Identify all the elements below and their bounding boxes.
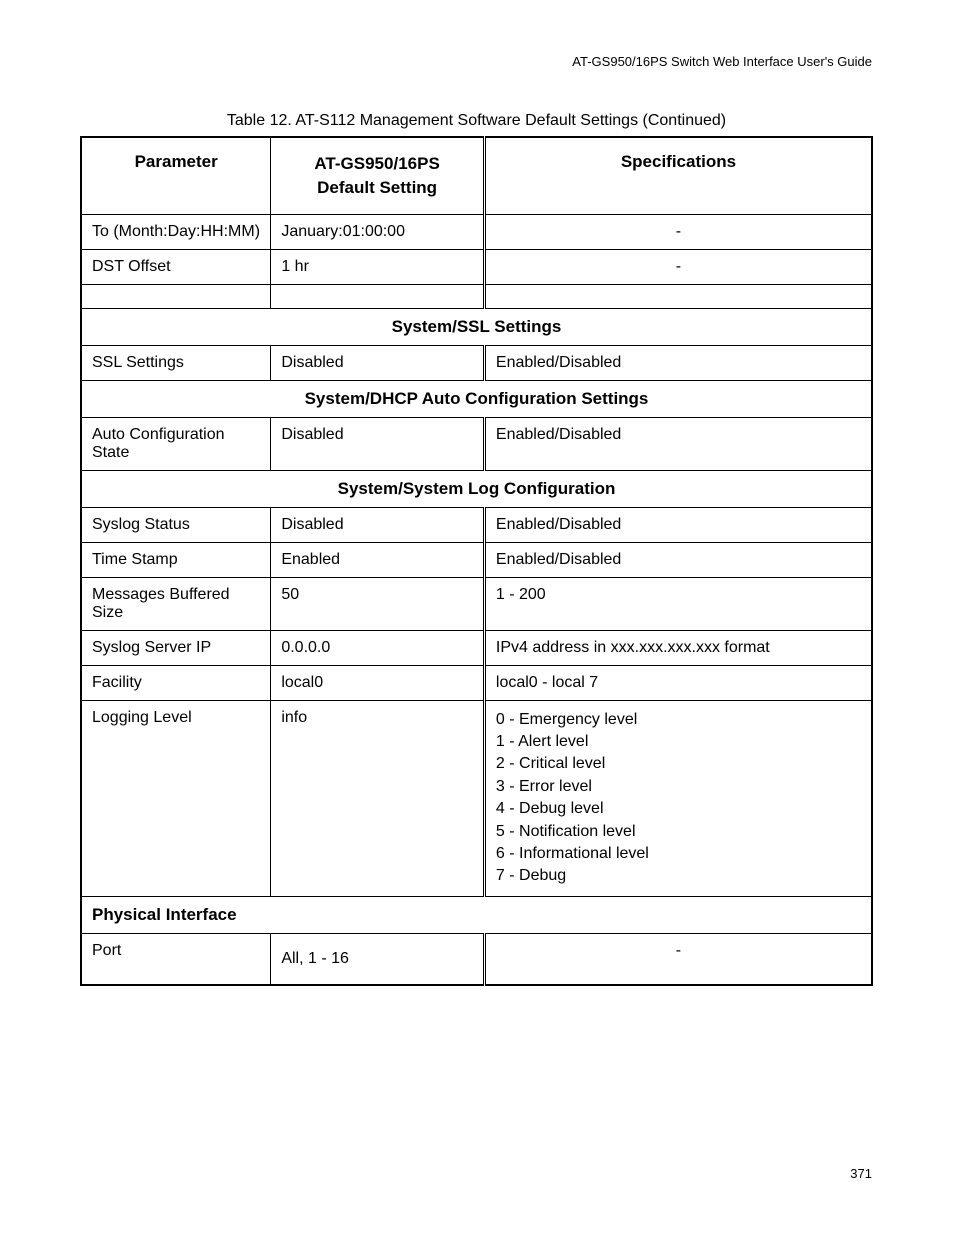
table-row: Messages Buffered Size 50 1 - 200 — [81, 577, 872, 630]
cell-param: Syslog Server IP — [81, 630, 271, 665]
cell-param: To (Month:Day:HH:MM) — [81, 214, 271, 249]
page-number: 371 — [850, 1166, 872, 1181]
cell-param: Messages Buffered Size — [81, 577, 271, 630]
cell-spec: - — [484, 249, 872, 284]
cell-default: January:01:00:00 — [271, 214, 485, 249]
cell-default: All, 1 - 16 — [271, 933, 485, 985]
cell-default: local0 — [271, 665, 485, 700]
cell-default: Enabled — [271, 542, 485, 577]
section-dhcp: System/DHCP Auto Configuration Settings — [81, 380, 872, 417]
table-row: Auto Configuration State Disabled Enable… — [81, 417, 872, 470]
cell-spec: 1 - 200 — [484, 577, 872, 630]
cell-spec: - — [484, 214, 872, 249]
cell-default: Disabled — [271, 417, 485, 470]
table-row: Syslog Server IP 0.0.0.0 IPv4 address in… — [81, 630, 872, 665]
header-guide-title: AT-GS950/16PS Switch Web Interface User'… — [572, 54, 872, 69]
table-header-row: Parameter AT-GS950/16PS Default Setting … — [81, 137, 872, 214]
cell-param: Auto Configuration State — [81, 417, 271, 470]
col-header-specifications: Specifications — [484, 137, 872, 214]
table-row: Logging Level info 0 - Emergency level 1… — [81, 700, 872, 896]
settings-table: Parameter AT-GS950/16PS Default Setting … — [80, 136, 873, 986]
table-row: Facility local0 local0 - local 7 — [81, 665, 872, 700]
cell-param: DST Offset — [81, 249, 271, 284]
section-ssl: System/SSL Settings — [81, 308, 872, 345]
cell-default: 0.0.0.0 — [271, 630, 485, 665]
section-physical: Physical Interface — [81, 896, 872, 933]
section-syslog: System/System Log Configuration — [81, 470, 872, 507]
empty-cell — [81, 284, 271, 308]
table-row: Syslog Status Disabled Enabled/Disabled — [81, 507, 872, 542]
cell-param: SSL Settings — [81, 345, 271, 380]
table-row: DST Offset 1 hr - — [81, 249, 872, 284]
empty-row — [81, 284, 872, 308]
cell-param: Syslog Status — [81, 507, 271, 542]
cell-spec: Enabled/Disabled — [484, 345, 872, 380]
cell-spec: Enabled/Disabled — [484, 507, 872, 542]
table-row: Time Stamp Enabled Enabled/Disabled — [81, 542, 872, 577]
cell-spec: 0 - Emergency level 1 - Alert level 2 - … — [484, 700, 872, 896]
col-header-parameter: Parameter — [81, 137, 271, 214]
table-caption: Table 12. AT-S112 Management Software De… — [80, 112, 873, 130]
cell-spec: IPv4 address in xxx.xxx.xxx.xxx format — [484, 630, 872, 665]
section-row: System/SSL Settings — [81, 308, 872, 345]
table-row: SSL Settings Disabled Enabled/Disabled — [81, 345, 872, 380]
cell-default: Disabled — [271, 345, 485, 380]
cell-spec: Enabled/Disabled — [484, 542, 872, 577]
cell-default: 50 — [271, 577, 485, 630]
empty-cell — [271, 284, 485, 308]
cell-param: Time Stamp — [81, 542, 271, 577]
cell-param: Port — [81, 933, 271, 985]
col-header-default: AT-GS950/16PS Default Setting — [271, 137, 485, 214]
section-row: System/System Log Configuration — [81, 470, 872, 507]
main-content: Table 12. AT-S112 Management Software De… — [80, 112, 873, 986]
cell-spec: Enabled/Disabled — [484, 417, 872, 470]
cell-default: 1 hr — [271, 249, 485, 284]
section-row: System/DHCP Auto Configuration Settings — [81, 380, 872, 417]
section-row: Physical Interface — [81, 896, 872, 933]
cell-param: Facility — [81, 665, 271, 700]
cell-spec: local0 - local 7 — [484, 665, 872, 700]
cell-default: Disabled — [271, 507, 485, 542]
empty-cell — [484, 284, 872, 308]
cell-default: info — [271, 700, 485, 896]
table-row: Port All, 1 - 16 - — [81, 933, 872, 985]
cell-param: Logging Level — [81, 700, 271, 896]
cell-spec: - — [484, 933, 872, 985]
table-row: To (Month:Day:HH:MM) January:01:00:00 - — [81, 214, 872, 249]
